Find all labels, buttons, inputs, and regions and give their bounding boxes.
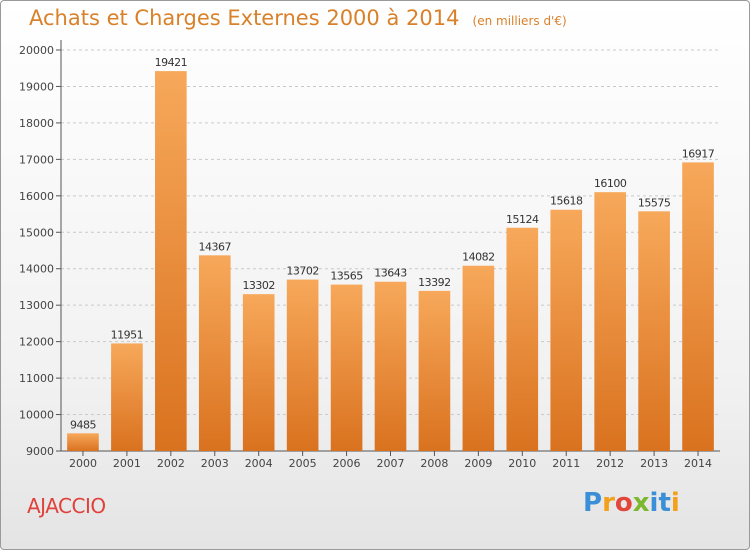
x-tick-label: 2012 bbox=[596, 457, 624, 470]
x-tick-label: 2008 bbox=[420, 457, 448, 470]
data-label: 14082 bbox=[462, 251, 495, 264]
bar-2010 bbox=[506, 227, 539, 451]
bar-2009 bbox=[462, 265, 495, 451]
chart-title: Achats et Charges Externes 2000 à 2014 bbox=[29, 6, 460, 30]
logo-letter: i bbox=[649, 488, 659, 518]
bar-2003 bbox=[198, 255, 231, 451]
proxiti-logo: Proxiti bbox=[583, 488, 680, 518]
data-label: 11951 bbox=[111, 328, 144, 341]
y-tick-label: 19000 bbox=[19, 80, 54, 93]
logo-letter: r bbox=[602, 488, 615, 518]
bars bbox=[67, 71, 714, 452]
tick-labels: 9000 10000 11000 12000 13000 14000 15000 16000 1… bbox=[19, 44, 712, 470]
x-tick-label: 2009 bbox=[464, 457, 492, 470]
logo-letter: P bbox=[583, 488, 603, 518]
data-label: 13302 bbox=[242, 279, 275, 292]
data-label: 15575 bbox=[638, 196, 671, 209]
bar-2011 bbox=[550, 209, 583, 451]
logo-letter: o bbox=[614, 488, 633, 518]
x-tick-label: 2010 bbox=[508, 457, 536, 470]
chart-subtitle: (en milliers d'€) bbox=[472, 14, 567, 28]
bar-2004 bbox=[242, 294, 275, 451]
bar-2012 bbox=[594, 192, 626, 451]
data-label: 16917 bbox=[682, 147, 715, 160]
data-label: 13702 bbox=[286, 265, 319, 278]
data-label: 15618 bbox=[550, 195, 583, 208]
x-tick-label: 2006 bbox=[333, 457, 361, 470]
x-tick-label: 2002 bbox=[157, 457, 185, 470]
y-tick-label: 17000 bbox=[19, 153, 54, 166]
data-label: 14367 bbox=[199, 240, 232, 253]
logo-letter: x bbox=[632, 488, 650, 518]
data-label: 9485 bbox=[70, 418, 96, 431]
y-tick-label: 20000 bbox=[19, 44, 54, 57]
data-label: 19421 bbox=[155, 56, 188, 69]
title-row: Achats et Charges Externes 2000 à 2014 (… bbox=[29, 6, 567, 30]
y-tick-label: 18000 bbox=[19, 117, 54, 130]
y-tick-label: 11000 bbox=[19, 372, 54, 385]
data-label: 13643 bbox=[374, 267, 407, 280]
x-tick-label: 2007 bbox=[377, 457, 405, 470]
logo-letter: i bbox=[670, 488, 680, 518]
bar-2002 bbox=[155, 71, 187, 452]
x-tick-label: 2005 bbox=[289, 457, 317, 470]
data-label: 13565 bbox=[330, 270, 363, 283]
bar-2014 bbox=[682, 162, 714, 452]
bar-2013 bbox=[638, 211, 670, 451]
commune-name: AJACCIO bbox=[27, 494, 106, 518]
x-tick-label: 2003 bbox=[201, 457, 229, 470]
data-label: 13392 bbox=[418, 276, 451, 289]
y-tick-label: 9000 bbox=[26, 445, 54, 458]
x-tick-label: 2001 bbox=[113, 457, 141, 470]
y-tick-label: 16000 bbox=[19, 190, 54, 203]
bar-2008 bbox=[418, 290, 451, 451]
y-tick-label: 12000 bbox=[19, 336, 54, 349]
y-tick-label: 13000 bbox=[19, 299, 54, 312]
data-label: 16100 bbox=[594, 177, 627, 190]
logo-letter: t bbox=[658, 488, 671, 518]
bar-2006 bbox=[330, 284, 363, 451]
y-tick-label: 10000 bbox=[19, 409, 54, 422]
data-label: 15124 bbox=[506, 213, 539, 226]
bar-2007 bbox=[374, 281, 407, 451]
x-tick-label: 2004 bbox=[245, 457, 273, 470]
y-tick-label: 15000 bbox=[19, 226, 54, 239]
bar-2001 bbox=[111, 343, 143, 451]
data-labels: 9485 11951 19421 14367 13302 13702 13565 13643 1… bbox=[70, 56, 715, 431]
x-tick-label: 2014 bbox=[684, 457, 712, 470]
bar-2000 bbox=[67, 433, 99, 451]
y-tick-label: 14000 bbox=[19, 263, 54, 276]
x-tick-label: 2000 bbox=[69, 457, 97, 470]
x-tick-label: 2011 bbox=[552, 457, 580, 470]
x-tick-label: 2013 bbox=[640, 457, 668, 470]
bar-2005 bbox=[286, 279, 319, 451]
